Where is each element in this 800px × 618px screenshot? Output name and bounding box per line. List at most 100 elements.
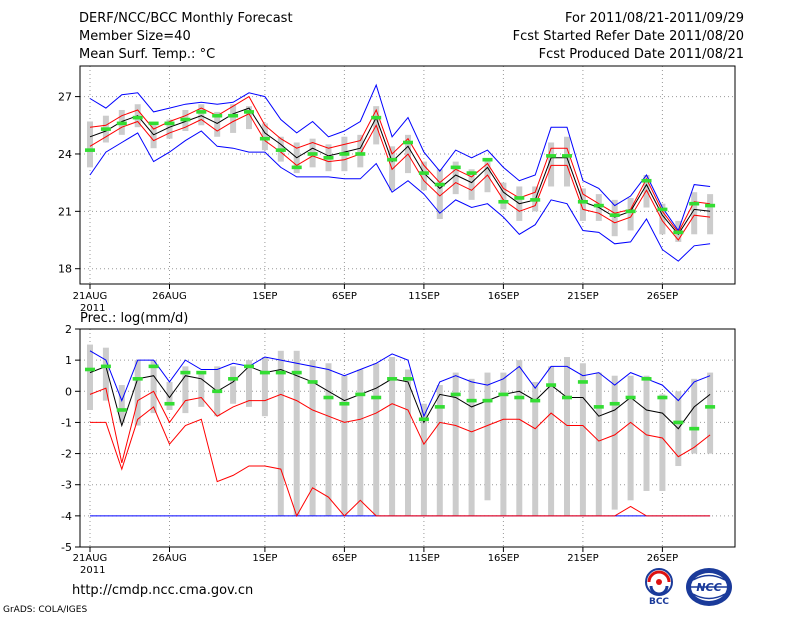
- prec-observed-marker: [339, 401, 350, 406]
- temp-x-tick-label: 26AUG: [152, 291, 187, 302]
- temp-observed-marker: [244, 110, 254, 114]
- temp-observed-marker: [355, 152, 366, 156]
- prec-spread-box: [579, 363, 586, 516]
- temp-observed-marker: [514, 196, 525, 200]
- prec-spread-box: [564, 357, 570, 516]
- prec-observed-marker: [466, 398, 477, 403]
- prec-observed-marker: [275, 370, 286, 375]
- temp-y-tick-label: 18: [58, 263, 72, 276]
- temp-spread-box: [627, 197, 634, 231]
- temp-observed-marker: [689, 201, 700, 206]
- temp-y-tick-label: 21: [58, 205, 72, 218]
- temp-observed-marker: [593, 203, 604, 208]
- prec-spread-box: [87, 344, 93, 410]
- temp-spread-box: [246, 106, 252, 130]
- prec-frame: [79, 328, 736, 548]
- temp-spread-box: [579, 188, 586, 221]
- temp-frame: [79, 65, 736, 285]
- prec-panel: -5 -4 -3 -2 -1 0 1 2 21AUG 26AUG 1SEP 6SEP 11SEP 16SE…: [61, 311, 736, 576]
- member-size-label: Member Size=40: [79, 29, 191, 44]
- temp-spread-box: [230, 104, 237, 133]
- temp-observed-marker: [450, 165, 461, 170]
- prec-observed-marker: [196, 370, 207, 375]
- prec-spread-box: [707, 372, 714, 454]
- prec-spread-box: [198, 372, 205, 407]
- prec-spread-box: [405, 369, 411, 516]
- temp-min-line: [89, 130, 711, 262]
- prec-spread-box: [500, 372, 507, 516]
- temp-observed-marker: [577, 199, 588, 204]
- temp-observed-marker: [466, 171, 477, 175]
- temp-observed-marker: [323, 155, 334, 160]
- prec-panel-title: Prec.: log(mm/d): [80, 311, 188, 326]
- temp-x-tick-label: 6SEP: [332, 291, 357, 302]
- prec-observed-marker: [307, 380, 318, 384]
- prec-mean-line: [89, 365, 711, 430]
- temp-observed-marker: [562, 154, 572, 158]
- temp-observed-marker: [641, 178, 652, 183]
- temp-observed-marker: [673, 230, 684, 235]
- prec-observed-marker: [498, 392, 509, 397]
- prec-observed-marker: [180, 370, 191, 375]
- prec-observed-marker: [212, 389, 223, 394]
- prec-spread-box: [102, 347, 109, 401]
- prec-spread-box: [389, 357, 396, 516]
- prec-observed-marker: [609, 401, 620, 406]
- prec-observed-marker: [100, 364, 111, 369]
- temp-observed-marker: [609, 213, 620, 217]
- prec-spread-box: [420, 403, 427, 516]
- temp-observed-marker: [259, 136, 270, 141]
- prec-spread-box: [134, 360, 141, 426]
- prec-spread-box: [691, 378, 698, 454]
- prec-observed-marker: [689, 426, 700, 431]
- temp-spread-box: [707, 194, 714, 235]
- prec-observed-marker: [641, 377, 652, 381]
- prec-observed-marker: [403, 377, 413, 381]
- temp-observed-marker: [418, 171, 429, 175]
- temp-observed-marker: [498, 199, 509, 204]
- temp-spread-box: [564, 136, 570, 187]
- prec-y-tick-label: 2: [65, 323, 72, 336]
- prec-spread-box: [325, 363, 332, 516]
- prec-spread-box: [468, 378, 475, 516]
- prec-observed-marker: [577, 380, 588, 384]
- bcc-logo: BCC: [637, 566, 681, 610]
- prec-spread-box: [182, 366, 189, 414]
- temp-observed-marker: [530, 198, 541, 202]
- temp-observed-marker: [180, 117, 191, 122]
- prec-max-line: [89, 350, 711, 418]
- prec-observed-marker: [116, 408, 127, 412]
- prec-y-tick-label: -3: [61, 479, 72, 492]
- temp-observed-marker: [434, 182, 445, 187]
- temp-observed-marker: [212, 113, 223, 118]
- variable-label: Mean Surf. Temp.: °C: [79, 47, 216, 62]
- prec-observed-marker: [387, 377, 398, 381]
- prec-spread-box: [309, 360, 316, 516]
- temp-observed-marker: [228, 113, 239, 118]
- temp-observed-marker: [625, 209, 636, 214]
- temp-lower-line: [89, 113, 711, 241]
- prec-observed-marker: [228, 377, 239, 381]
- forecast-period: For 2011/08/21-2011/09/29: [565, 11, 744, 26]
- prec-spread-box: [357, 369, 364, 516]
- temp-spread-box: [261, 123, 268, 151]
- prec-spread-box: [627, 375, 634, 501]
- prec-spread-box: [643, 375, 650, 491]
- temp-observed-marker: [164, 121, 175, 126]
- prec-spread-box: [452, 372, 459, 516]
- temp-observed-marker: [196, 110, 207, 114]
- prec-observed-marker: [705, 405, 716, 409]
- prec-spread-box: [484, 372, 491, 501]
- temp-observed-marker: [371, 115, 382, 120]
- prec-y-tick-label: -1: [61, 416, 72, 429]
- prec-spread-box: [246, 360, 252, 407]
- temp-x-tick-label: 11SEP: [408, 291, 439, 302]
- prec-spread-box: [166, 381, 173, 410]
- prec-observed-marker: [355, 392, 366, 397]
- prec-observed-marker: [673, 420, 684, 425]
- temp-observed-marker: [275, 148, 286, 152]
- temp-spread-box: [198, 104, 205, 126]
- prec-observed-marker: [625, 395, 636, 400]
- grads-credit: GrADS: COLA/IGES: [3, 605, 88, 615]
- prec-observed-marker: [244, 364, 254, 369]
